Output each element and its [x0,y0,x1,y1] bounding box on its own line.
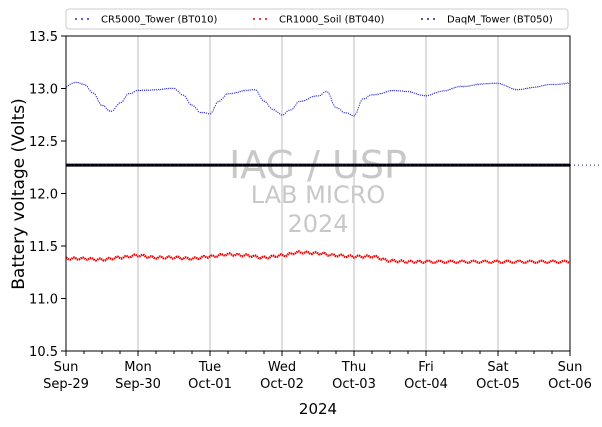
series-layer [65,81,602,264]
legend-marker [253,18,255,20]
series-1 [65,81,571,117]
x-tick-date: Sep-30 [115,377,161,392]
legend-marker [421,18,423,20]
x-tick-day: Wed [268,360,296,375]
x-tick-day: Sat [487,360,508,375]
x-axis-label: 2024 [299,400,337,418]
y-tick-label: 12.5 [29,135,58,150]
x-tick-date: Sep-29 [43,377,89,392]
legend: CR5000_Tower (BT010) CR1000_Soil (BT040) D… [65,8,569,30]
legend-marker [259,18,261,20]
x-tick-day: Sun [558,360,583,375]
series-line [65,250,570,264]
x-tick-day: Fri [418,360,434,375]
x-tick-day: Thu [341,360,366,375]
watermark-line-2: LAB MICRO [251,181,386,209]
y-tick-label: 13.0 [29,83,58,98]
y-tick-label: 11.5 [29,240,58,255]
legend-label: DaqM_Tower (BT050) [447,15,553,26]
legend-label: CR5000_Tower (BT010) [101,15,217,26]
x-tick-day: Sun [54,360,79,375]
legend-marker [427,18,429,20]
legend-marker [433,18,435,20]
x-tick-day: Tue [198,360,221,375]
x-tick-date: Oct-05 [476,377,520,392]
x-axis: Sun Sep-29 Mon Sep-30 Tue Oct-01 Wed Oct-02 Thu O… [43,351,592,392]
grid-lines [137,36,499,351]
legend-box [65,8,569,30]
legend-marker [81,18,83,20]
watermark: IAG / USP LAB MICRO 2024 [229,143,407,238]
y-tick-label: 11.0 [29,293,58,308]
x-tick-date: Oct-03 [332,377,376,392]
legend-label: CR1000_Soil (BT040) [279,15,385,26]
y-axis-label: Battery voltage (Volts) [9,98,29,289]
y-tick-label: 12.0 [29,188,58,203]
x-tick-date: Oct-01 [188,377,232,392]
series-2 [65,250,570,264]
y-axis: 10.5 11.0 11.5 12.0 12.5 13.0 13.5 [29,30,66,360]
watermark-line-3: 2024 [287,210,348,238]
y-tick-label: 13.5 [29,30,58,45]
series-line [65,81,571,117]
legend-marker [265,18,267,20]
legend-marker [87,18,89,20]
y-tick-label: 10.5 [29,345,58,360]
x-tick-day: Mon [124,360,151,375]
x-tick-date: Oct-06 [548,377,592,392]
legend-marker [75,18,77,20]
x-tick-date: Oct-04 [404,377,448,392]
x-tick-date: Oct-02 [260,377,304,392]
